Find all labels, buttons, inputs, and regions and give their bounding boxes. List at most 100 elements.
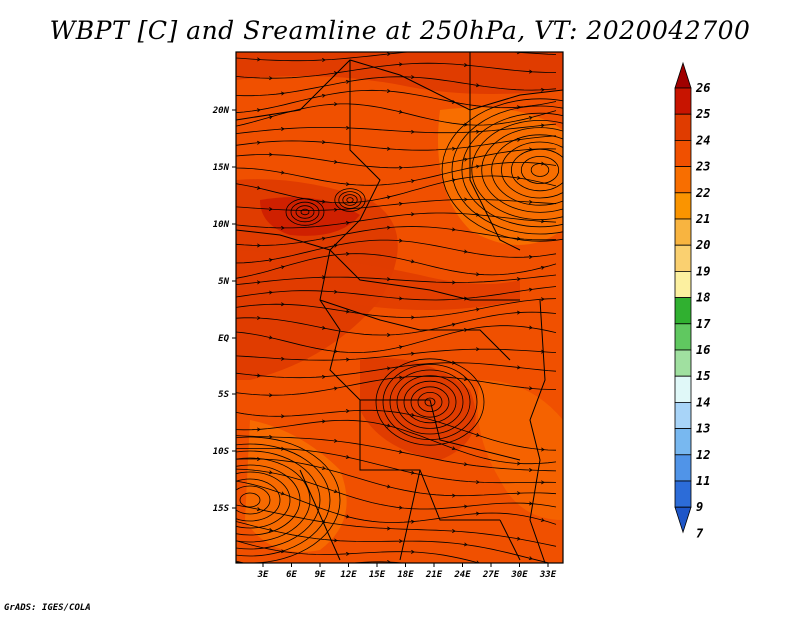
streamline-arrow (451, 227, 456, 232)
colorbar-swatch (674, 166, 692, 194)
streamline-arrow (463, 157, 468, 162)
streamline-loop (375, 358, 485, 446)
streamline (236, 435, 557, 472)
streamline (236, 362, 557, 379)
streamline (236, 468, 557, 510)
streamline-loop (236, 471, 291, 529)
streamline-arrow (399, 165, 403, 170)
streamline-arrow (528, 501, 533, 506)
streamline-loop (346, 197, 354, 203)
streamline-arrow (398, 449, 403, 454)
streamline-arrow (398, 375, 403, 380)
streamline-arrow (475, 212, 480, 217)
streamline-arrow (386, 146, 391, 151)
streamline-arrow (386, 195, 391, 200)
lon-label: 3E (257, 570, 269, 580)
streamline (236, 199, 557, 211)
streamline (236, 274, 557, 285)
lon-label: 9E (315, 570, 326, 580)
colorbar-swatch (674, 454, 692, 482)
streamline (236, 135, 557, 151)
wbpt-shading (236, 52, 563, 567)
streamline-loop (236, 436, 341, 563)
streamline-arrow (528, 556, 533, 561)
streamline-arrow (257, 456, 261, 461)
streamline-arrow (476, 560, 480, 563)
streamline-loop (461, 112, 563, 228)
streamline-arrow (321, 374, 326, 379)
streamline-arrow (269, 152, 273, 157)
streamline-loop (501, 141, 563, 199)
colorbar-swatch (674, 244, 692, 272)
colorbar-label: 15 (696, 369, 710, 383)
streamline-arrow (411, 315, 415, 320)
streamline-arrow (345, 551, 350, 556)
streamline-arrow (475, 432, 480, 437)
streamline-arrow (257, 564, 260, 567)
colorbar-bottom-arrow (674, 506, 692, 534)
streamline-arrow (268, 258, 273, 263)
streamline-arrow (476, 347, 480, 352)
streamline-arrow (333, 289, 338, 294)
streamline-arrow (540, 219, 545, 224)
lon-label: 21E (425, 570, 443, 580)
streamline-arrow (280, 127, 285, 132)
grads-credit: GrADS: IGES/COLA (4, 603, 91, 613)
streamline-loop (342, 194, 358, 206)
streamline-arrow (386, 366, 391, 371)
lat-label: 5N (218, 277, 229, 287)
streamline-arrow (345, 79, 350, 84)
streamline-arrow (410, 519, 415, 524)
streamline-loop (236, 450, 321, 550)
streamline-arrow (529, 468, 533, 473)
streamline-arrow (281, 414, 285, 419)
streamline-arrow (398, 505, 403, 510)
streamline (236, 253, 557, 279)
streamline (236, 226, 557, 246)
streamline (236, 212, 557, 229)
streamline-arrow (386, 277, 391, 282)
streamline-arrow (451, 529, 456, 534)
streamline-arrow (280, 491, 285, 496)
colorbar-label: 13 (696, 422, 710, 436)
streamline-arrow (528, 325, 533, 330)
streamline-arrow (256, 57, 261, 62)
colorbar-swatch (674, 192, 692, 220)
streamline (236, 521, 551, 563)
streamline-arrow (334, 102, 338, 107)
streamline (236, 311, 557, 336)
streamline-arrow (386, 225, 391, 230)
streamline-arrow (268, 207, 273, 212)
streamline-arrow (452, 493, 456, 498)
streamline-arrow (528, 115, 533, 120)
streamline-arrow (528, 386, 533, 391)
streamline-arrow (475, 129, 480, 134)
colorbar-swatch (674, 218, 692, 246)
lon-label: 15E (369, 570, 386, 580)
streamline-arrow (345, 220, 350, 225)
colorbar-label: 12 (696, 448, 710, 462)
streamline-arrow (387, 332, 391, 337)
streamline (236, 409, 557, 451)
streamline-arrow (475, 480, 480, 485)
streamline-loop (236, 485, 271, 515)
streamline (236, 458, 557, 497)
streamline-arrow (451, 322, 456, 327)
streamline-arrow (321, 199, 326, 204)
colorbar-label: 22 (695, 186, 710, 200)
lat-label: 20N (212, 106, 230, 116)
colorbar-label: 25 (695, 107, 710, 121)
lat-label: 15S (213, 504, 230, 514)
colorbar-swatch (674, 87, 692, 115)
streamline-arrow (540, 349, 545, 354)
streamline-arrow (410, 212, 415, 217)
streamline-loop (471, 120, 563, 220)
colorbar-top-arrow (674, 61, 692, 89)
streamline-arrow (451, 446, 456, 451)
streamline-arrow (398, 296, 403, 301)
streamline (236, 298, 557, 318)
streamline-arrow (540, 297, 545, 302)
wbpt-patch-core (260, 197, 360, 236)
colorbar-swatch (674, 375, 692, 403)
streamline-arrow (386, 88, 391, 93)
